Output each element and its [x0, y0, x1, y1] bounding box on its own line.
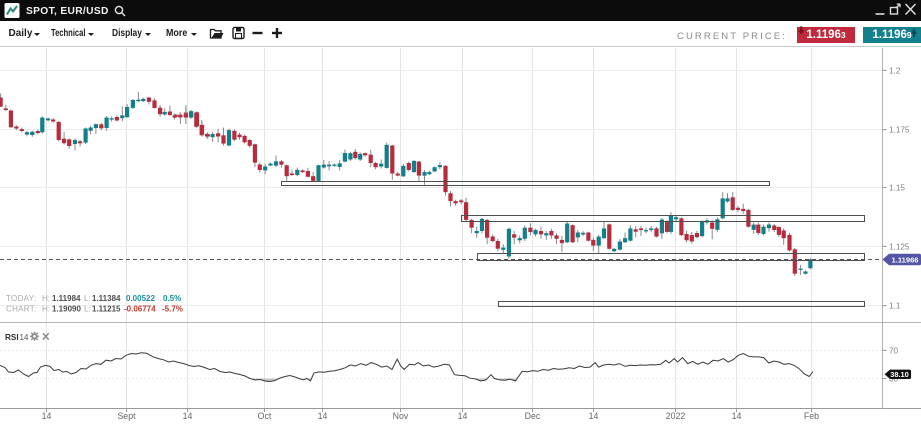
- svg-text:70: 70: [889, 346, 899, 355]
- svg-text:1.11215: 1.11215: [92, 305, 121, 314]
- svg-text:Feb: Feb: [804, 411, 819, 421]
- svg-text:14: 14: [589, 411, 599, 421]
- svg-text:CHART:: CHART:: [6, 305, 37, 314]
- svg-text:38.10: 38.10: [890, 370, 909, 379]
- svg-text:Dec: Dec: [525, 411, 541, 421]
- svg-text:L:: L:: [84, 294, 91, 303]
- svg-text:TODAY:: TODAY:: [6, 294, 36, 303]
- svg-text:H:: H:: [42, 294, 50, 303]
- svg-text:14: 14: [42, 411, 52, 421]
- svg-text:1.11984: 1.11984: [52, 294, 81, 303]
- svg-text:14: 14: [20, 333, 29, 342]
- svg-text:1.125: 1.125: [889, 242, 910, 251]
- svg-text:2022: 2022: [666, 411, 686, 421]
- svg-text:1.1: 1.1: [889, 301, 901, 310]
- svg-text:14: 14: [183, 411, 193, 421]
- svg-text:-0.06774: -0.06774: [124, 305, 156, 314]
- svg-text:1.11966: 1.11966: [891, 255, 918, 264]
- svg-text:1.175: 1.175: [889, 125, 910, 134]
- svg-text:1.19090: 1.19090: [52, 305, 81, 314]
- svg-text:0.00522: 0.00522: [126, 294, 155, 303]
- svg-text:0.5%: 0.5%: [163, 294, 181, 303]
- svg-text:RSI: RSI: [5, 333, 19, 342]
- svg-text:-5.7%: -5.7%: [162, 305, 183, 314]
- svg-text:14: 14: [732, 411, 742, 421]
- svg-text:14: 14: [458, 411, 468, 421]
- svg-text:Sept: Sept: [117, 411, 136, 421]
- svg-text:1.11384: 1.11384: [92, 294, 121, 303]
- svg-text:Nov: Nov: [393, 411, 409, 421]
- svg-text:14: 14: [318, 411, 328, 421]
- svg-text:1.15: 1.15: [889, 183, 905, 192]
- svg-text:Oct: Oct: [258, 411, 272, 421]
- svg-text:H:: H:: [42, 305, 50, 314]
- svg-text:1.2: 1.2: [889, 66, 901, 75]
- svg-text:L:: L:: [84, 305, 91, 314]
